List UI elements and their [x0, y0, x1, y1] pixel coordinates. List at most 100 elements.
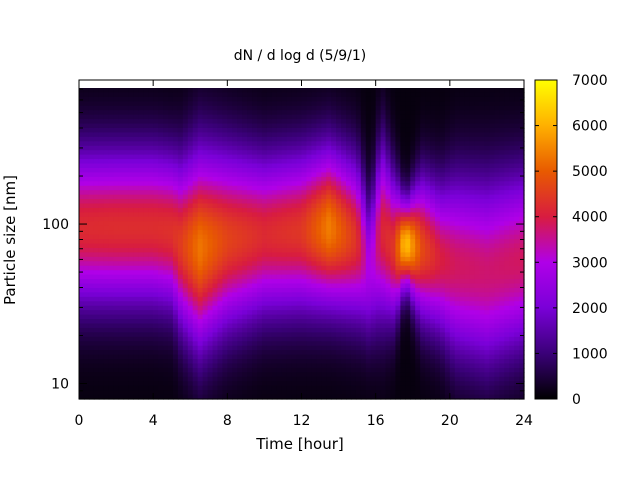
heatmap-cell [83, 163, 90, 169]
heatmap-cell [311, 319, 317, 325]
heatmap-cell [390, 114, 397, 120]
heatmap-cell [118, 181, 125, 187]
heatmap-cell [202, 305, 209, 311]
heatmap-cell [227, 265, 233, 271]
heatmap-cell [227, 292, 233, 298]
heatmap-cell [103, 159, 110, 165]
heatmap-cell [301, 385, 308, 391]
heatmap-cell [123, 176, 130, 182]
heatmap-cell [341, 287, 347, 293]
heatmap-cell [113, 274, 120, 280]
heatmap-cell [331, 225, 337, 231]
heatmap-cell [316, 127, 322, 134]
heatmap-cell [128, 225, 134, 231]
heatmap-cell [143, 341, 149, 347]
heatmap-cell [380, 376, 387, 382]
heatmap-cell [316, 332, 322, 338]
heatmap-cell [380, 176, 387, 182]
heatmap-cell [355, 363, 362, 369]
heatmap-cell [336, 154, 342, 160]
heatmap-cell [390, 127, 397, 134]
heatmap-cell [222, 123, 228, 129]
heatmap-cell [296, 132, 303, 138]
heatmap-cell [227, 221, 233, 227]
heatmap-cell [410, 136, 416, 142]
heatmap-cell [385, 363, 392, 369]
heatmap-cell [281, 287, 288, 293]
heatmap-cell [128, 287, 134, 293]
heatmap-cell [370, 296, 377, 302]
heatmap-cell [217, 327, 223, 333]
heatmap-cell [355, 230, 362, 236]
heatmap-cell [370, 385, 377, 391]
heatmap-cell [108, 327, 115, 333]
heatmap-cell [291, 274, 298, 280]
heatmap-cell [98, 376, 105, 382]
heatmap-cell [98, 314, 105, 320]
heatmap-cell [163, 385, 169, 391]
heatmap-cell [321, 394, 327, 400]
heatmap-cell [385, 341, 392, 347]
heatmap-cell [390, 190, 397, 196]
heatmap-cell [148, 207, 154, 213]
heatmap-cell [168, 305, 174, 311]
heatmap-cell [375, 310, 382, 316]
heatmap-cell [168, 261, 174, 267]
heatmap-cell [148, 256, 154, 262]
heatmap-cell [83, 190, 90, 196]
heatmap-cell [316, 212, 322, 218]
heatmap-cell [138, 145, 144, 151]
heatmap-cell [276, 301, 283, 307]
heatmap-cell [88, 176, 95, 182]
heatmap-cell [271, 105, 278, 111]
heatmap-cell [276, 203, 283, 209]
heatmap-cell [79, 394, 85, 400]
heatmap-cell [360, 199, 367, 205]
heatmap-cell [261, 252, 268, 258]
heatmap-cell [192, 341, 199, 347]
heatmap-cell [138, 243, 144, 249]
heatmap-cell [410, 92, 416, 98]
heatmap-cell [261, 354, 268, 360]
heatmap-cell [202, 96, 209, 102]
heatmap-cell [331, 159, 337, 165]
heatmap-cell [148, 283, 154, 289]
heatmap-cell [360, 336, 367, 342]
heatmap-cell [321, 154, 327, 160]
heatmap-cell [370, 145, 377, 151]
heatmap-cell [212, 190, 219, 196]
heatmap-cell [405, 230, 411, 236]
heatmap-cell [425, 327, 431, 333]
heatmap-cell [168, 341, 174, 347]
heatmap-cell [405, 287, 411, 293]
heatmap-cell [321, 132, 327, 138]
heatmap-cell [133, 314, 139, 320]
heatmap-cell [242, 270, 248, 276]
heatmap-cell [133, 119, 139, 125]
heatmap-cell [425, 110, 431, 116]
heatmap-cell [182, 381, 189, 387]
heatmap-cell [306, 323, 312, 329]
heatmap-cell [202, 119, 209, 125]
heatmap-cell [118, 234, 125, 240]
heatmap-cell [341, 301, 347, 307]
heatmap-cell [291, 310, 298, 316]
heatmap-cell [98, 190, 105, 196]
heatmap-cell [331, 319, 337, 325]
heatmap-cell [93, 376, 100, 382]
heatmap-cell [336, 310, 342, 316]
heatmap-cell [365, 167, 372, 174]
heatmap-cell [420, 274, 426, 280]
heatmap-cell [172, 327, 179, 333]
heatmap-cell [341, 101, 347, 107]
heatmap-cell [355, 341, 362, 347]
heatmap-cell [395, 119, 401, 125]
heatmap-cell [271, 176, 278, 182]
heatmap-cell [410, 359, 416, 365]
heatmap-cell [301, 319, 308, 325]
heatmap-cell [281, 114, 288, 120]
heatmap-cell [360, 88, 367, 94]
heatmap-cell [83, 136, 90, 142]
heatmap-cell [331, 234, 337, 240]
heatmap-cell [281, 190, 288, 196]
